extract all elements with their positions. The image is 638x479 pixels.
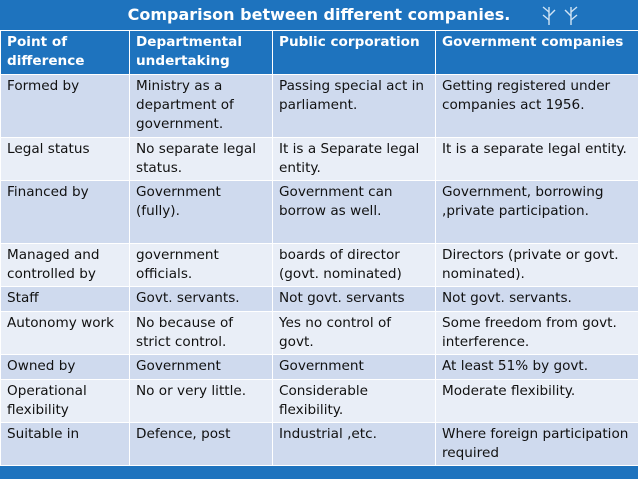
table-cell: Legal status xyxy=(0,137,130,181)
header-cell: Public corporation xyxy=(272,30,436,75)
header-cell: Point of difference xyxy=(0,30,130,75)
table-cell: Directors (private or govt. nominated). xyxy=(435,243,638,287)
table-row: Legal status No separate legal status. I… xyxy=(0,137,638,181)
table-cell: Financed by xyxy=(0,180,130,244)
leaf-sprig-icon xyxy=(538,4,560,26)
table-cell: Passing special act in parliament. xyxy=(272,74,436,138)
table-row: Financed by Government (fully). Governme… xyxy=(0,180,638,244)
table-cell: It is a Separate legal entity. xyxy=(272,137,436,181)
table-cell: Govt. servants. xyxy=(129,286,273,312)
comparison-table: Point of difference Departmental underta… xyxy=(0,30,638,466)
table-cell: Government xyxy=(272,354,436,380)
table-cell: Defence, post xyxy=(129,422,273,466)
table-cell: It is a separate legal entity. xyxy=(435,137,638,181)
table-row: Staff Govt. servants. Not govt. servants… xyxy=(0,286,638,312)
header-cell: Departmental undertaking xyxy=(129,30,273,75)
table-cell: Considerable flexibility. xyxy=(272,379,436,423)
table-cell: Autonomy work xyxy=(0,311,130,355)
table-row: Managed and controlled by government off… xyxy=(0,243,638,287)
table-cell: Government xyxy=(129,354,273,380)
table-row: Autonomy work No because of strict contr… xyxy=(0,311,638,355)
table-cell: Managed and controlled by xyxy=(0,243,130,287)
table-cell: Moderate flexibility. xyxy=(435,379,638,423)
table-cell: Not govt. servants. xyxy=(435,286,638,312)
table-row: Formed by Ministry as a department of go… xyxy=(0,74,638,138)
table-cell: Yes no control of govt. xyxy=(272,311,436,355)
table-cell: No because of strict control. xyxy=(129,311,273,355)
leaf-sprig-icon xyxy=(560,4,582,26)
table-cell: Owned by xyxy=(0,354,130,380)
table-cell: At least 51% by govt. xyxy=(435,354,638,380)
table-cell: boards of director (govt. nominated) xyxy=(272,243,436,287)
header-row: Point of difference Departmental underta… xyxy=(0,30,638,75)
table-cell: Operational flexibility xyxy=(0,379,130,423)
header-cell: Government companies xyxy=(435,30,638,75)
table-cell: Staff xyxy=(0,286,130,312)
table-cell: Government (fully). xyxy=(129,180,273,244)
table-cell: Formed by xyxy=(0,74,130,138)
table-cell: Ministry as a department of government. xyxy=(129,74,273,138)
table-cell: Industrial ,etc. xyxy=(272,422,436,466)
table-row: Owned by Government Government At least … xyxy=(0,354,638,380)
page-title: Comparison between different companies. xyxy=(127,5,511,24)
table-cell: Not govt. servants xyxy=(272,286,436,312)
table-cell: Government, borrowing ,private participa… xyxy=(435,180,638,244)
table-cell: Some freedom from govt. interference. xyxy=(435,311,638,355)
table-cell: No or very little. xyxy=(129,379,273,423)
table-cell: Government can borrow as well. xyxy=(272,180,436,244)
table-cell: Where foreign participation required xyxy=(435,422,638,466)
table-cell: Suitable in xyxy=(0,422,130,466)
table-cell: No separate legal status. xyxy=(129,137,273,181)
table-row: Operational flexibility No or very littl… xyxy=(0,379,638,423)
table-cell: government officials. xyxy=(129,243,273,287)
table-cell: Getting registered under companies act 1… xyxy=(435,74,638,138)
table-row: Suitable in Defence, post Industrial ,et… xyxy=(0,422,638,466)
